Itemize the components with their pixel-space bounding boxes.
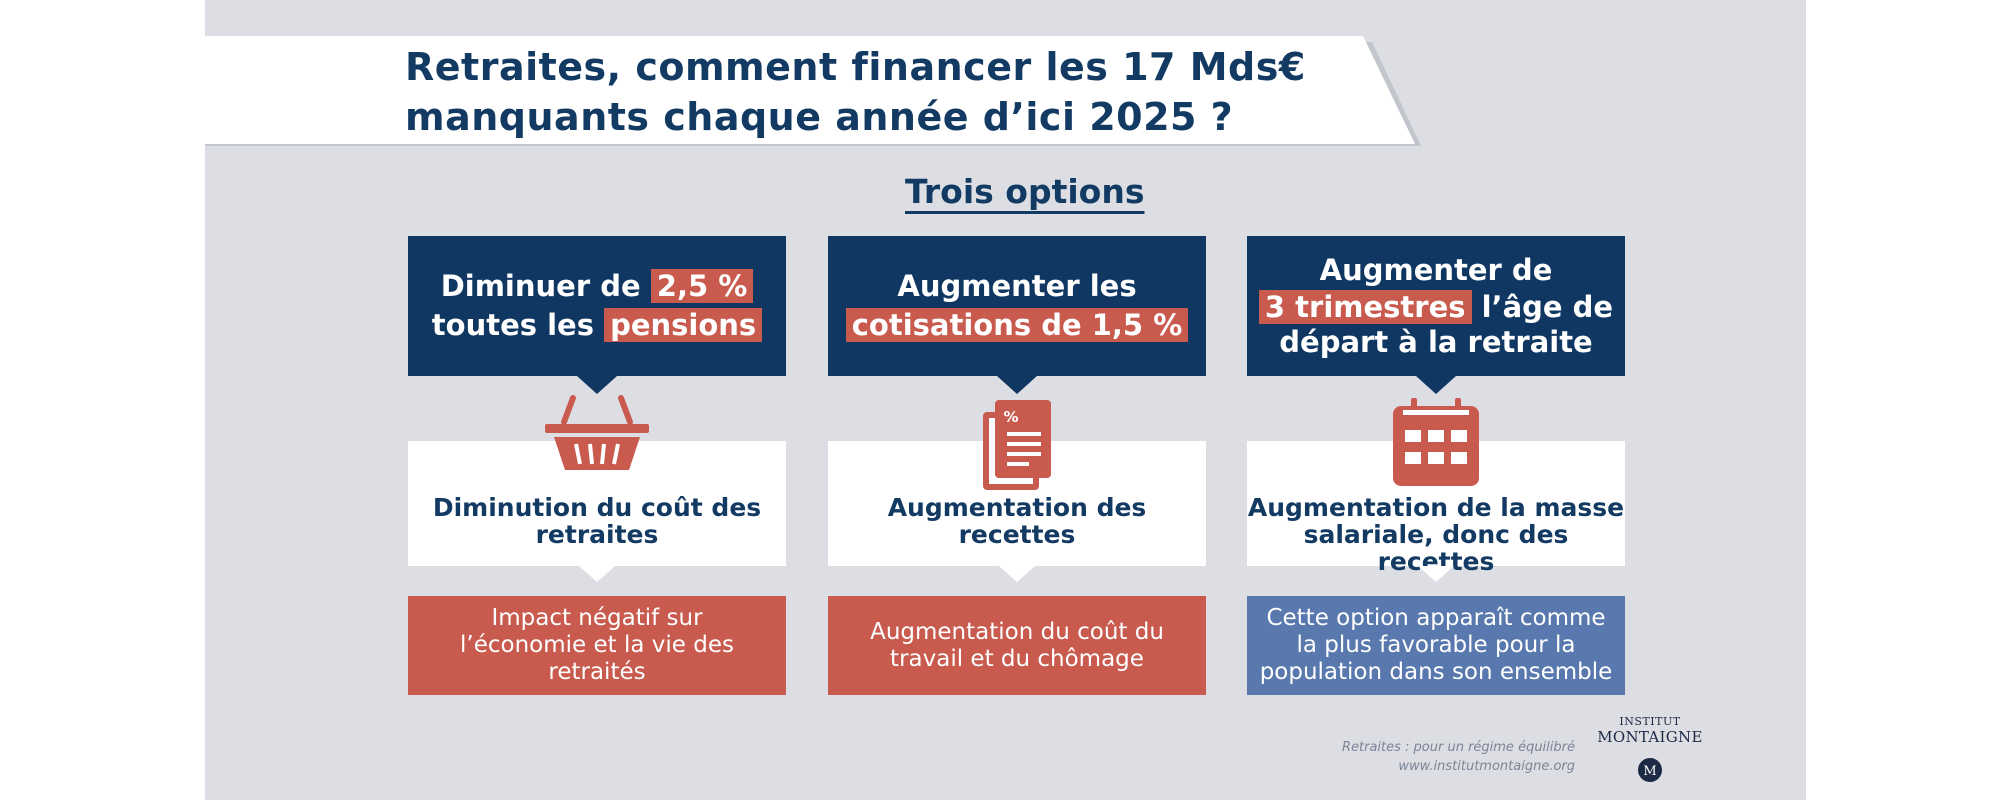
section-subtitle: Trois options <box>905 172 1145 211</box>
option-1-header: Diminuer de 2,5 % toutes les pensions <box>408 236 786 376</box>
option-3-impact-line-1: Cette option apparaît comme <box>1266 605 1606 631</box>
option-2-header-pointer <box>997 376 1037 394</box>
option-1-impact-line-2: l’économie et la vie des <box>460 632 734 658</box>
option-3-header: Augmenter de 3 trimestres l’âge de dépar… <box>1247 236 1625 376</box>
option-2-highlight: cotisations de 1,5 % <box>845 308 1189 342</box>
source-title: Retraites : pour un régime équilibré <box>1341 740 1575 755</box>
option-1-consequence: Diminution du coût des retraites <box>408 494 786 548</box>
option-2-impact: Augmentation du coût du travail et du ch… <box>828 596 1206 695</box>
option-2-consequence-line-2: recettes <box>958 520 1076 549</box>
option-3-header-pointer <box>1416 376 1456 394</box>
option-1-header-text-2: toutes les <box>431 308 605 342</box>
source-url: www.institutmontaigne.org <box>1398 759 1575 774</box>
title-line-1: Retraites, comment financer les 17 Mds€ <box>405 45 1306 89</box>
option-3-consequence-pointer <box>1418 566 1454 582</box>
option-2-consequence-line-1: Augmentation des <box>887 493 1147 522</box>
option-2-consequence: Augmentation des recettes <box>828 494 1206 548</box>
option-1-impact: Impact négatif sur l’économie et la vie … <box>408 596 786 695</box>
option-3-consequence: Augmentation de la masse salariale, donc… <box>1247 494 1625 575</box>
option-3-impact-line-2: la plus favorable pour la <box>1296 632 1576 658</box>
option-3-consequence-line-1: Augmentation de la masse <box>1247 493 1625 522</box>
option-3-impact: Cette option apparaît comme la plus favo… <box>1247 596 1625 695</box>
option-1-highlight-1: 2,5 % <box>650 269 754 303</box>
option-1-consequence-line-2: retraites <box>535 520 659 549</box>
option-1-header-text-1: Diminuer de <box>440 269 651 303</box>
logo-seal-icon: M <box>1638 758 1662 782</box>
option-3-highlight: 3 trimestres <box>1258 289 1472 324</box>
option-3-impact-line-3: population dans son ensemble <box>1259 659 1613 685</box>
basket-icon <box>542 394 652 498</box>
option-3-header-text-3: départ à la retraite <box>1279 324 1593 359</box>
option-1-impact-line-1: Impact négatif sur <box>491 605 703 631</box>
svg-text:%: % <box>1003 408 1018 426</box>
page-title: Retraites, comment financer les 17 Mds€ … <box>405 42 1365 142</box>
title-banner-shape <box>205 36 1422 146</box>
option-2-impact-line-2: travail et du chômage <box>890 645 1144 672</box>
option-2-consequence-pointer <box>999 566 1035 582</box>
title-banner <box>205 36 1423 146</box>
logo-line-2: MONTAIGNE <box>1597 728 1703 746</box>
institut-montaigne-logo: INSTITUT MONTAIGNE M <box>1590 715 1710 782</box>
logo-line-1: INSTITUT <box>1619 715 1681 728</box>
option-2-header-text-1: Augmenter les <box>897 269 1137 303</box>
option-1-consequence-pointer <box>579 566 615 582</box>
calendar-icon <box>1381 394 1491 498</box>
option-3-header-text-2: l’âge de <box>1471 289 1614 324</box>
title-line-2: manquants chaque année d’ici 2025 ? <box>405 95 1234 139</box>
option-3-header-text-1: Augmenter de <box>1319 252 1553 287</box>
option-1-consequence-line-1: Diminution du coût des <box>432 493 762 522</box>
percent-document-icon: % <box>962 394 1072 498</box>
svg-text:M: M <box>1643 764 1656 779</box>
option-1-impact-line-3: retraités <box>548 659 646 685</box>
option-1-header-pointer <box>577 376 617 394</box>
option-2-impact-line-1: Augmentation du coût du <box>870 618 1164 645</box>
source-note: Retraites : pour un régime équilibré www… <box>1280 738 1575 776</box>
option-2-header: Augmenter les cotisations de 1,5 % <box>828 236 1206 376</box>
option-1-highlight-2: pensions <box>604 308 763 342</box>
